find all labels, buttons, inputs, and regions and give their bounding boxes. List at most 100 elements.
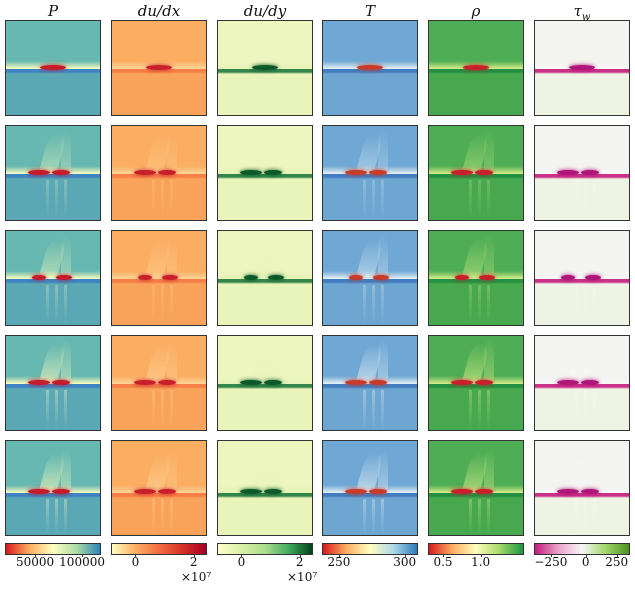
- hot-spot: [349, 275, 363, 280]
- wake-streak: [372, 499, 375, 535]
- plume-structure-secondary: [167, 235, 177, 275]
- plume-structure-secondary: [590, 130, 600, 170]
- wake-streak: [372, 390, 375, 430]
- wake-streak: [593, 390, 596, 430]
- shock-band-core: [429, 69, 523, 74]
- hot-spot: [158, 489, 176, 494]
- colorbar-3: [322, 543, 418, 555]
- hot-spot: [244, 275, 258, 280]
- field-panel-r0-c3: [322, 20, 418, 116]
- wake-streak: [46, 180, 49, 220]
- shock-band-core: [6, 174, 100, 179]
- hot-spot: [52, 170, 70, 175]
- column-title-4: ρ: [471, 2, 481, 20]
- colorbar-tick-label: −250: [534, 555, 568, 569]
- shock-band-core: [535, 69, 629, 74]
- field-panel-r1-c0: [5, 125, 101, 221]
- hot-spot: [32, 275, 46, 280]
- plume-structure-secondary: [484, 235, 494, 275]
- hot-spot: [240, 380, 262, 385]
- wake-streak: [276, 499, 279, 535]
- wake-streak: [575, 285, 578, 325]
- hot-spot: [451, 489, 473, 494]
- wake-streak: [363, 285, 366, 325]
- plume-structure-secondary: [378, 130, 388, 170]
- colorbar-tick-label: 100000: [59, 555, 105, 569]
- shock-band-core: [218, 493, 312, 498]
- wake-streak: [55, 180, 58, 220]
- hot-spot: [264, 489, 282, 494]
- wake-streak: [584, 285, 587, 325]
- hot-spot: [252, 65, 278, 70]
- colorbar-tick-label: 0: [581, 555, 590, 569]
- field-panel-r3-c3: [322, 335, 418, 431]
- wake-streak: [381, 390, 384, 430]
- shock-band-upper: [218, 271, 312, 279]
- hot-spot: [455, 275, 469, 280]
- hot-spot: [373, 275, 389, 280]
- wake-streak: [575, 390, 578, 430]
- hot-spot: [479, 275, 495, 280]
- hot-spot: [345, 489, 367, 494]
- colorbar-tick: [193, 554, 195, 557]
- wake-streak: [469, 285, 472, 325]
- shock-band-core: [323, 384, 417, 389]
- hot-spot: [52, 489, 70, 494]
- wake-streak: [170, 499, 173, 535]
- hot-spot: [138, 275, 152, 280]
- field-panel-r4-c2: [217, 440, 313, 536]
- hot-spot: [240, 489, 262, 494]
- wake-streak: [593, 180, 596, 220]
- colorbar-5: [534, 543, 630, 555]
- hot-spot: [28, 489, 50, 494]
- colorbar-0: [5, 543, 101, 555]
- field-panel-r4-c4: [428, 440, 524, 536]
- shock-band-core: [218, 69, 312, 74]
- wake-streak: [478, 499, 481, 535]
- hot-spot: [134, 489, 156, 494]
- wake-streak: [46, 499, 49, 535]
- wake-streak: [161, 390, 164, 430]
- wake-streak: [152, 390, 155, 430]
- plume-structure-secondary: [167, 449, 177, 489]
- field-panel-r3-c4: [428, 335, 524, 431]
- shock-band-core: [112, 384, 206, 389]
- colorbar-tick-label: 0.5: [433, 555, 453, 569]
- shock-band-core: [429, 384, 523, 389]
- wake-streak: [46, 285, 49, 325]
- wake-streak: [584, 390, 587, 430]
- hot-spot: [585, 275, 601, 280]
- shock-band-upper: [535, 271, 629, 279]
- wake-streak: [161, 180, 164, 220]
- wake-streak: [372, 180, 375, 220]
- field-panel-r0-c1: [111, 20, 207, 116]
- hot-spot: [52, 380, 70, 385]
- wake-streak: [170, 285, 173, 325]
- wake-streak: [55, 390, 58, 430]
- wake-streak: [487, 285, 490, 325]
- hot-spot: [557, 170, 579, 175]
- hot-spot: [451, 170, 473, 175]
- wake-streak: [469, 180, 472, 220]
- colorbar-tick: [82, 554, 84, 557]
- field-panel-r3-c5: [534, 335, 630, 431]
- hot-spot: [264, 170, 282, 175]
- wake-streak: [170, 180, 173, 220]
- hot-spot: [581, 489, 599, 494]
- colorbar-tick-label: 250: [605, 555, 629, 569]
- shock-band-upper: [112, 271, 206, 279]
- hot-spot: [28, 380, 50, 385]
- field-panel-r1-c1: [111, 125, 207, 221]
- colorbar-tick-label: 300: [393, 555, 417, 569]
- colorbar-tick-label: 0: [131, 555, 140, 569]
- plume-structure-secondary: [273, 130, 283, 170]
- field-panel-r2-c5: [534, 230, 630, 326]
- wake-streak: [487, 499, 490, 535]
- colorbar-tick: [480, 554, 482, 557]
- field-panel-r1-c5: [534, 125, 630, 221]
- shock-band-core: [323, 493, 417, 498]
- hot-spot: [134, 170, 156, 175]
- plume-structure-secondary: [61, 449, 71, 489]
- hot-spot: [557, 489, 579, 494]
- shock-band-core: [6, 279, 100, 284]
